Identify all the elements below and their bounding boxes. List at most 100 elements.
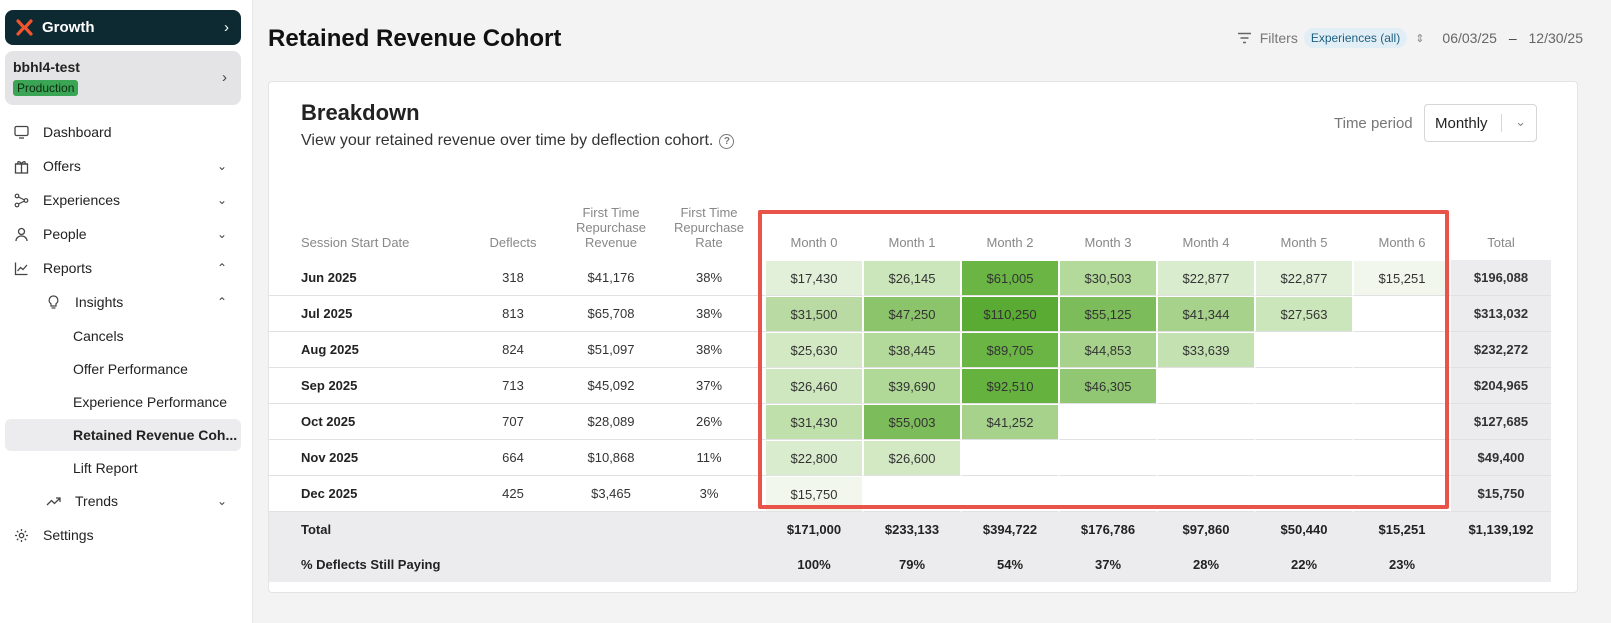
table-row: Dec 2025 425 $3,465 3% $15,750 $15,750 (269, 476, 1551, 512)
date-range-picker[interactable]: 06/03/25 – 12/30/25 (1442, 30, 1583, 46)
sidebar-item-trends[interactable]: Trends ⌄ (5, 485, 241, 517)
cohort-cell-month-3: $46,305 (1059, 368, 1157, 404)
cohort-cell-month-4: $22,877 (1157, 260, 1255, 296)
sidebar-item-reports[interactable]: Reports ⌃ (5, 252, 241, 284)
environment-switcher[interactable]: bbhl4-test Production › (5, 51, 241, 105)
cohort-cell-month-2: $89,705 (961, 332, 1059, 368)
cohort-cell-month-0: $22,800 (765, 440, 863, 476)
col-header-month-4[interactable]: Month 4 (1182, 235, 1230, 250)
cohort-cell-month-6 (1353, 332, 1451, 368)
breakdown-card: Breakdown View your retained revenue ove… (268, 81, 1578, 593)
cohort-cell-month-0: $31,430 (765, 404, 863, 440)
col-header-date[interactable]: Session Start Date (301, 235, 410, 250)
updown-chevron-icon[interactable]: ⇕ (1415, 32, 1425, 45)
footer-pct-row-month-0: 100% (765, 547, 863, 582)
col-header-ftr-rate[interactable]: First Time Repurchase Rate (673, 205, 745, 250)
sidebar-item-lift-report[interactable]: Lift Report (5, 452, 241, 484)
col-header-month-0[interactable]: Month 0 (790, 235, 838, 250)
sidebar-item-label: People (43, 226, 87, 242)
experiences-filter-chip[interactable]: Experiences (all) (1303, 28, 1408, 48)
cell-total: $15,750 (1451, 476, 1551, 512)
card-subtitle-text: View your retained revenue over time by … (301, 132, 714, 149)
sidebar-item-label: Reports (43, 260, 93, 276)
col-header-month-6[interactable]: Month 6 (1378, 235, 1426, 250)
cell-total: $232,272 (1451, 332, 1551, 368)
footer-total-row-month-6: $15,251 (1353, 512, 1451, 547)
sidebar-item-dashboard[interactable]: Dashboard (5, 116, 241, 148)
gear-icon (13, 527, 29, 543)
sidebar-item-experience-performance[interactable]: Experience Performance (5, 386, 241, 418)
filter-icon[interactable] (1237, 32, 1252, 44)
cell-deflects: 813 (469, 296, 557, 332)
cell-deflects: 707 (469, 404, 557, 440)
footer-pct-row-month-1: 79% (863, 547, 961, 582)
sidebar-item-retained-revenue-cohort[interactable]: Retained Revenue Coh... (5, 419, 241, 451)
table-row: Jun 2025 318 $41,176 38% $17,430 $26,145 $61,0… (269, 260, 1551, 296)
cell-total: $127,685 (1451, 404, 1551, 440)
footer-pct-row-month-5: 22% (1255, 547, 1353, 582)
col-header-ftr-revenue[interactable]: First Time Repurchase Revenue (575, 205, 647, 250)
chevron-down-icon: ⌄ (217, 227, 228, 241)
cohort-cell-month-1 (863, 476, 961, 512)
cohort-cell-month-0: $15,750 (765, 476, 863, 512)
cell-date: Aug 2025 (269, 332, 469, 368)
org-switcher[interactable]: Growth › (5, 10, 241, 45)
cell-ftr-revenue: $65,708 (557, 296, 665, 332)
chevron-down-icon: ⌄ (217, 193, 228, 207)
footer-pct-row-month-2: 54% (961, 547, 1059, 582)
cohort-cell-month-3 (1059, 404, 1157, 440)
footer-pct-row-total (1451, 547, 1551, 582)
col-header-month-3[interactable]: Month 3 (1084, 235, 1132, 250)
main-content: Retained Revenue Cohort Filters Experien… (253, 0, 1611, 623)
cell-total: $196,088 (1451, 260, 1551, 296)
table-header-row: Session Start Date Deflects First Time R… (269, 188, 1551, 260)
sidebar-item-experiences[interactable]: Experiences ⌄ (5, 184, 241, 216)
col-header-deflects[interactable]: Deflects (489, 235, 537, 250)
time-period-label: Time period (1334, 115, 1413, 132)
chevron-up-icon: ⌃ (217, 261, 228, 275)
cell-date: Dec 2025 (269, 476, 469, 512)
cell-ftr-rate: 3% (665, 476, 753, 512)
cohort-cell-month-6 (1353, 404, 1451, 440)
sidebar-item-settings[interactable]: Settings (5, 519, 241, 551)
sidebar-item-offer-performance[interactable]: Offer Performance (5, 353, 241, 385)
cohort-cell-month-1: $38,445 (863, 332, 961, 368)
sidebar-item-insights[interactable]: Insights ⌃ (5, 286, 241, 318)
footer-pct-row-month-3: 37% (1059, 547, 1157, 582)
cohort-cell-month-3 (1059, 440, 1157, 476)
cohort-cell-month-6 (1353, 296, 1451, 332)
date-separator: – (1508, 30, 1517, 46)
col-header-month-5[interactable]: Month 5 (1280, 235, 1328, 250)
cohort-cell-month-2: $61,005 (961, 260, 1059, 296)
sidebar-item-cancels[interactable]: Cancels (5, 320, 241, 352)
cell-ftr-rate: 38% (665, 260, 753, 296)
footer-total-row-month-2: $394,722 (961, 512, 1059, 547)
col-header-month-1[interactable]: Month 1 (888, 235, 936, 250)
org-name: Growth (42, 19, 95, 36)
card-title: Breakdown (301, 100, 420, 125)
cell-deflects: 824 (469, 332, 557, 368)
cohort-cell-month-4 (1157, 476, 1255, 512)
cohort-cell-month-4 (1157, 368, 1255, 404)
sidebar-item-offers[interactable]: Offers ⌄ (5, 150, 241, 182)
chevron-down-icon: ⌄ (217, 494, 228, 508)
cell-date: Sep 2025 (269, 368, 469, 404)
cohort-cell-month-4: $33,639 (1157, 332, 1255, 368)
chevron-up-icon: ⌃ (217, 295, 228, 309)
cohort-cell-month-5 (1255, 476, 1353, 512)
help-icon[interactable]: ? (719, 133, 735, 149)
filters-label[interactable]: Filters (1259, 30, 1298, 46)
time-period-select[interactable]: Monthly ⌄ (1424, 104, 1537, 142)
gift-icon (13, 158, 29, 174)
cohort-cell-month-3: $44,853 (1059, 332, 1157, 368)
brand-logo-icon (16, 19, 33, 36)
col-header-total[interactable]: Total (1451, 188, 1551, 260)
sidebar-item-people[interactable]: People ⌄ (5, 218, 241, 250)
cell-spacer (753, 296, 765, 332)
cohort-cell-month-1: $26,600 (863, 440, 961, 476)
sidebar-item-label: Offers (43, 158, 81, 174)
col-header-month-2[interactable]: Month 2 (986, 235, 1034, 250)
environment-badge: Production (13, 80, 79, 96)
cohort-cell-month-2: $110,250 (961, 296, 1059, 332)
monitor-icon (13, 124, 29, 140)
